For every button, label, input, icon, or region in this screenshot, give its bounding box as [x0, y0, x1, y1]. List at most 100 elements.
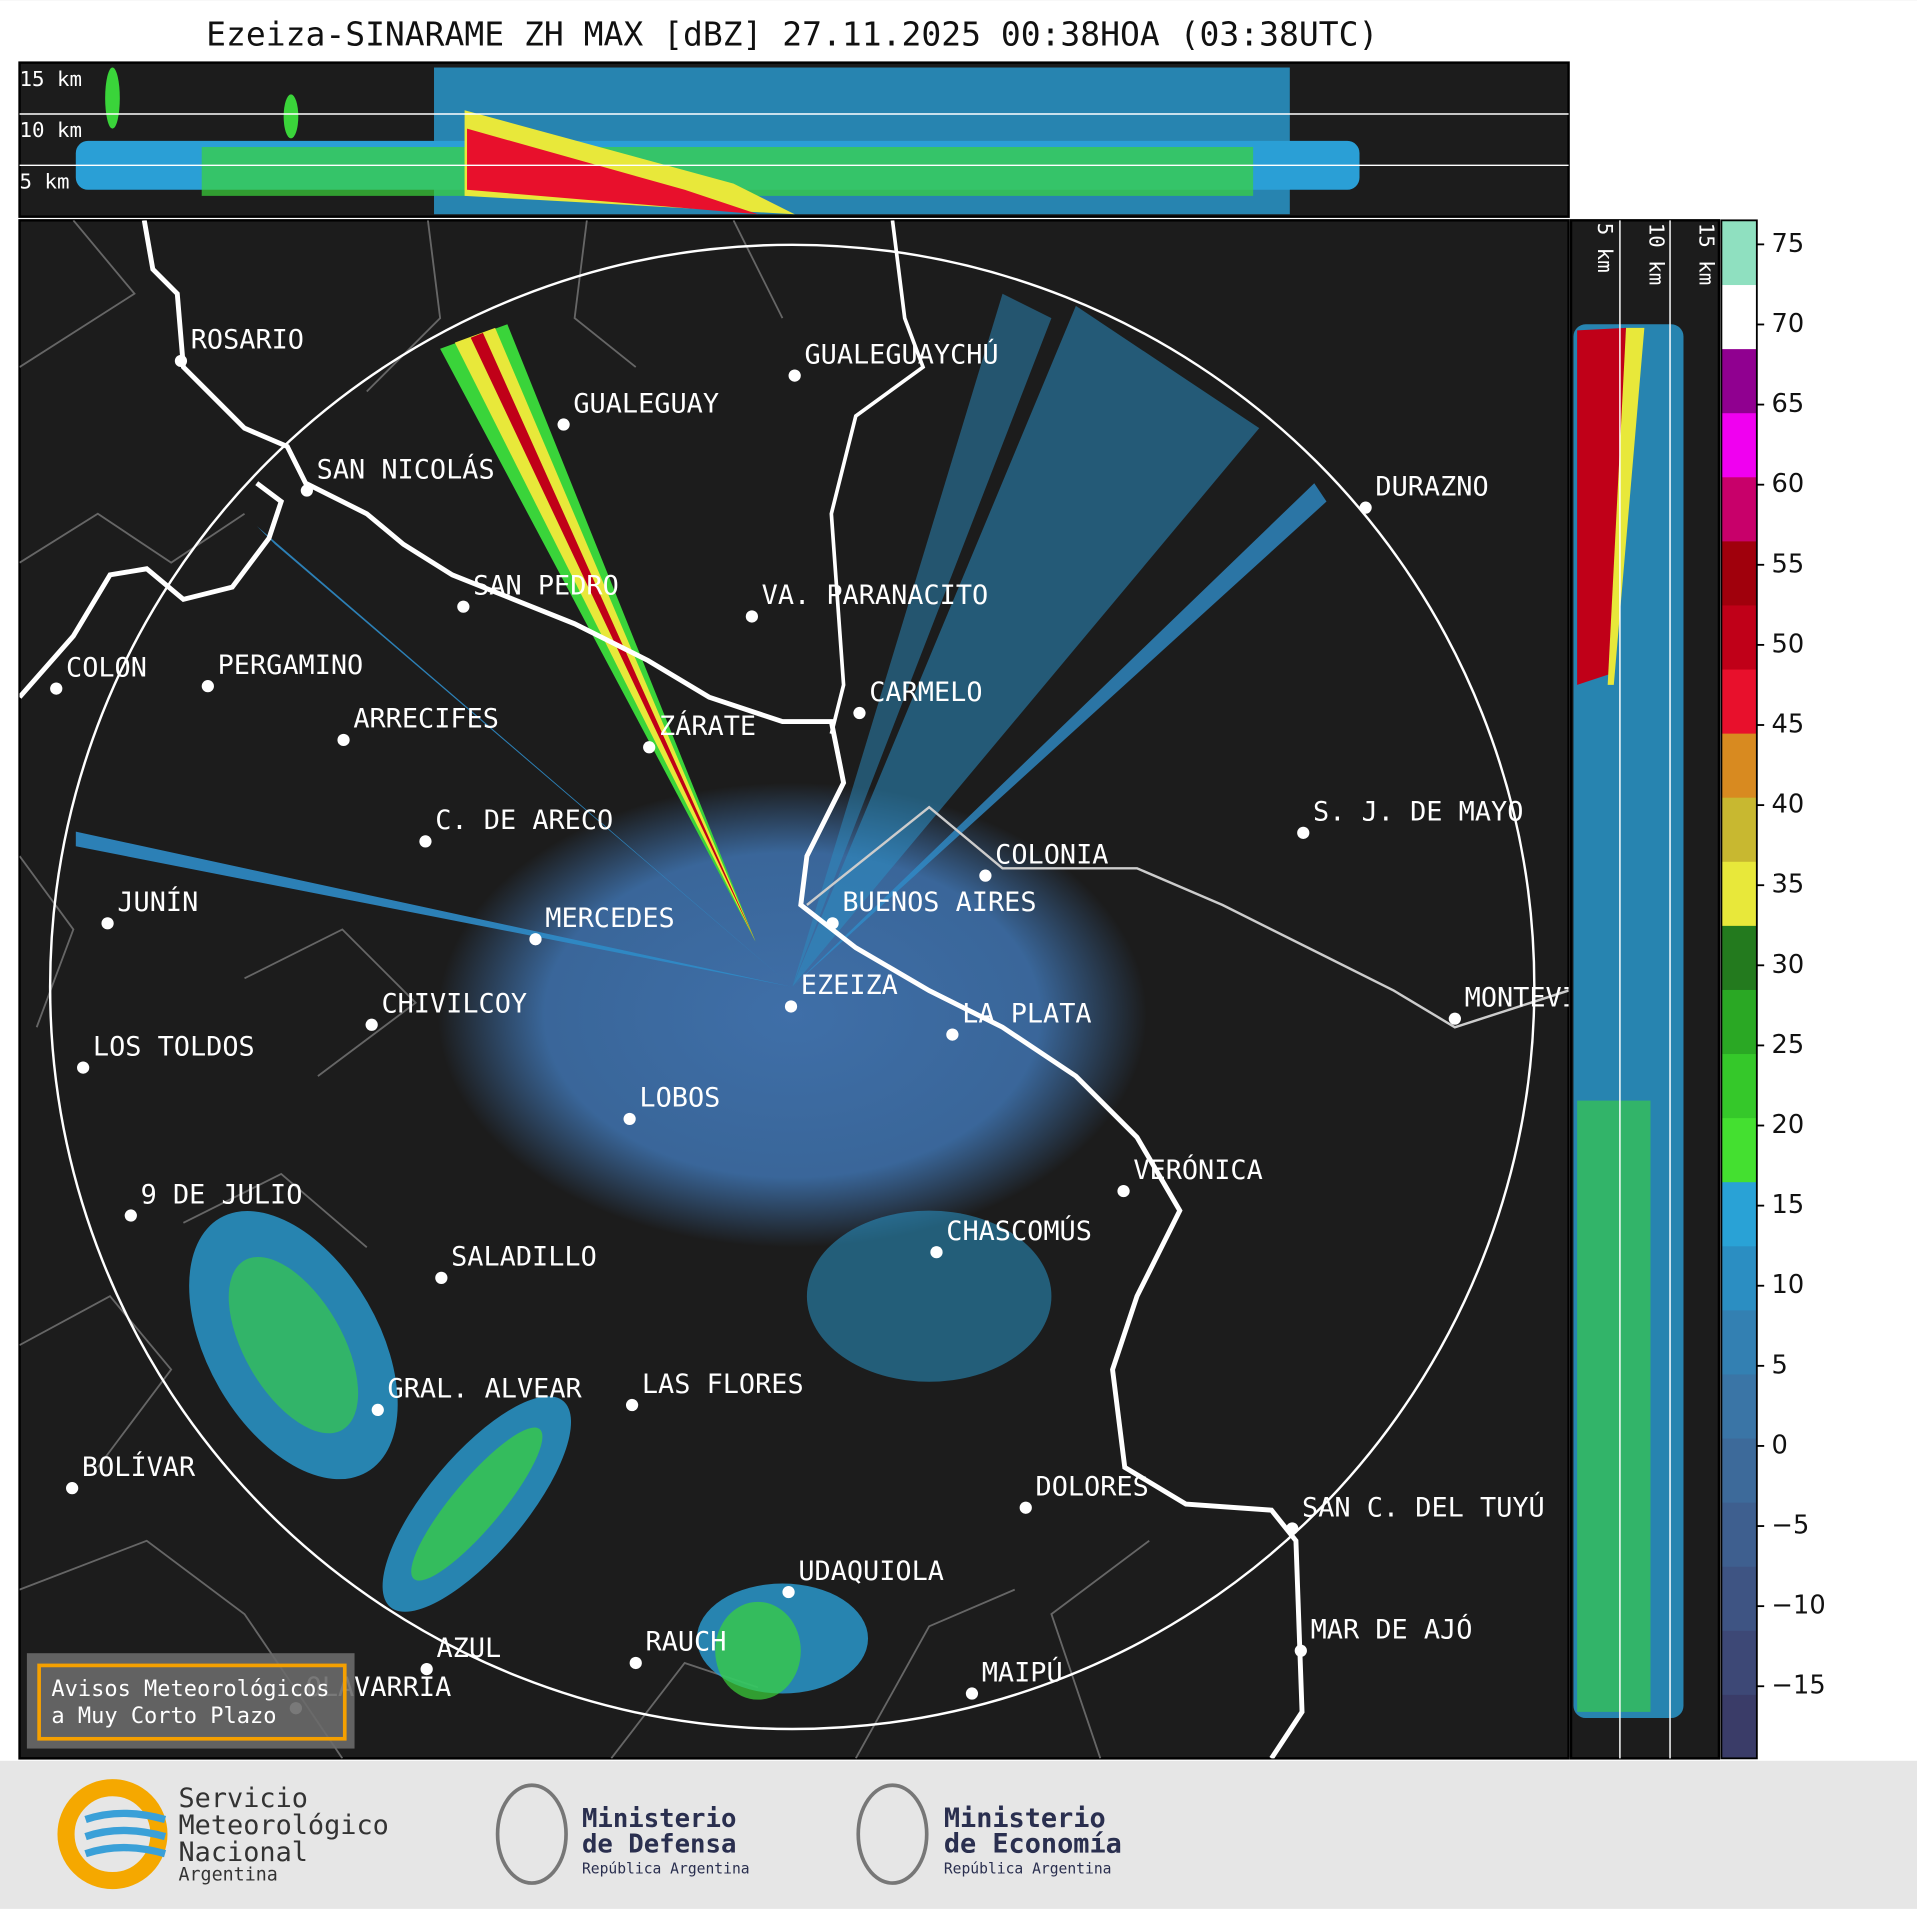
logo-text: República Argentina: [944, 1860, 1112, 1877]
city-dot: [853, 706, 866, 720]
city-dot: [1294, 1644, 1307, 1657]
colorbar-tick-label: 55: [1772, 549, 1805, 579]
colorbar-band: [1721, 1630, 1757, 1695]
colorbar-tick-label: 20: [1772, 1110, 1805, 1140]
city-label: LOS TOLDOS: [93, 1031, 255, 1062]
city-dot: [930, 1246, 943, 1259]
height-label: 5 km: [1593, 223, 1617, 273]
city-label: AZUL: [436, 1633, 501, 1664]
colorbar-band: [1721, 861, 1757, 926]
city-label: DURAZNO: [1375, 471, 1488, 502]
colorbar-tick-label: 70: [1772, 309, 1805, 339]
city-label: MAIPÚ: [982, 1656, 1063, 1688]
colorbar-band: [1721, 540, 1757, 606]
city-label: RAUCH: [646, 1627, 727, 1658]
city-dot: [946, 1028, 959, 1041]
city-label: MAR DE AJÓ: [1311, 1614, 1473, 1646]
city-dot: [1286, 1522, 1299, 1535]
logo-text: Argentina: [178, 1865, 277, 1886]
city-dot: [1117, 1184, 1130, 1198]
city-label: COLONIA: [995, 839, 1108, 870]
city-dot: [629, 1656, 642, 1670]
city-label: JUNÍN: [117, 886, 198, 918]
city-dot: [420, 1662, 433, 1676]
city-dot: [371, 1403, 384, 1417]
city-dot: [101, 917, 114, 930]
colorbar-band: [1721, 989, 1757, 1055]
city-label: CARMELO: [869, 677, 982, 708]
city-dot: [337, 733, 350, 747]
warning-box[interactable]: Avisos Meteorológicos a Muy Corto Plazo: [26, 1653, 355, 1749]
city-dot: [50, 682, 63, 695]
colorbar-band: [1721, 1373, 1757, 1439]
city-dot: [965, 1687, 979, 1700]
colorbar-frame: [1720, 219, 1758, 1760]
city-dot: [300, 484, 313, 497]
height-label: 10 km: [20, 118, 83, 142]
city-dot: [1297, 826, 1310, 839]
colorbar-band: [1721, 1309, 1757, 1375]
city-label: BUENOS AIRES: [842, 887, 1036, 918]
city-dot: [643, 741, 656, 754]
city-label: EZEIZA: [801, 970, 898, 1001]
colorbar-band: [1721, 412, 1757, 478]
colorbar-band: [1721, 1437, 1757, 1503]
height-label: 15 km: [1694, 223, 1718, 286]
city-label: CHIVILCOY: [381, 989, 527, 1020]
logo-text: República Argentina: [582, 1860, 750, 1877]
logo-text: de Economía: [944, 1828, 1122, 1859]
footer-bg: [0, 1760, 1917, 1909]
city-dot: [784, 1000, 798, 1013]
height-label: 10 km: [1644, 223, 1668, 286]
city-label: SAN PEDRO: [473, 570, 619, 601]
colorbar-tick-label: 15: [1772, 1190, 1805, 1220]
colorbar-tick-label: −15: [1772, 1671, 1826, 1701]
logo-text: de Defensa: [582, 1829, 736, 1859]
height-label: 5 km: [20, 170, 70, 194]
city-label: ZÁRATE: [659, 710, 756, 742]
city-dot: [623, 1112, 636, 1126]
city-dot: [1448, 1012, 1461, 1025]
city-dot: [745, 610, 758, 623]
colorbar-tick-label: 30: [1772, 950, 1805, 980]
colorbar-band: [1721, 1117, 1757, 1183]
city-dot: [826, 917, 839, 930]
top-cross-section: 15 km 10 km 5 km: [18, 61, 1570, 218]
colorbar-tick-label: 60: [1772, 469, 1805, 499]
city-label: PERGAMINO: [218, 650, 364, 681]
colorbar-tick-label: −5: [1772, 1511, 1810, 1541]
city-dot: [77, 1061, 90, 1074]
colorbar-tick-label: 40: [1772, 790, 1805, 820]
city-label: GUALEGUAY: [573, 388, 719, 419]
city-label: LAS FLORES: [642, 1369, 804, 1400]
logo-text: Ministerio: [944, 1803, 1106, 1834]
colorbar-tick-label: 35: [1772, 870, 1805, 900]
colorbar-tick-label: 75: [1772, 229, 1805, 259]
city-label: LA PLATA: [962, 998, 1091, 1029]
city-dot: [1019, 1501, 1032, 1514]
colorbar-band: [1721, 668, 1757, 734]
colorbar-band: [1721, 925, 1757, 990]
city-label: MONTEVIDEO: [1465, 982, 1627, 1013]
city-label: S. J. DE MAYO: [1313, 797, 1523, 828]
colorbar-band: [1721, 1502, 1757, 1567]
city-label: LOBOS: [639, 1083, 720, 1114]
warning-line: Avisos Meteorológicos: [51, 1677, 329, 1702]
colorbar-band: [1721, 1245, 1757, 1311]
city-label: ARRECIFES: [353, 704, 499, 735]
map: ROSARIO GUALEGUAYCHÚ GUALEGUAY SAN NICOLÁS D…: [18, 219, 1627, 1760]
logo-text: Ministerio: [582, 1804, 736, 1834]
logo-text: Nacional: [178, 1837, 307, 1868]
right-cross-section: 15 km 10 km 5 km: [1569, 219, 1721, 1760]
city-dot: [557, 418, 570, 431]
colorbar-band: [1721, 1566, 1757, 1631]
city-dot: [782, 1585, 795, 1599]
city-label: DOLORES: [1036, 1471, 1149, 1502]
colorbar-band: [1721, 1053, 1757, 1119]
colorbar-band: [1721, 284, 1757, 350]
colorbar-tick-label: 10: [1772, 1270, 1805, 1300]
colorbar-band: [1721, 797, 1757, 862]
